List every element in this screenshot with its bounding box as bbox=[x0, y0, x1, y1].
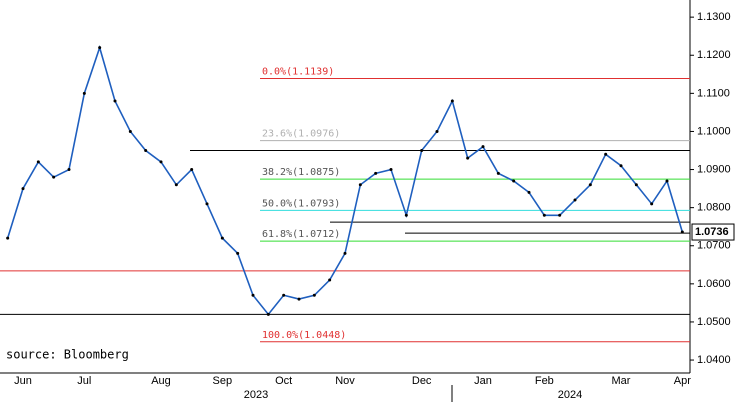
price-point bbox=[98, 46, 102, 50]
x-tick-label: Aug bbox=[151, 375, 171, 387]
y-tick-label: 1.0500 bbox=[697, 316, 731, 328]
price-point bbox=[435, 129, 439, 133]
price-point bbox=[328, 278, 332, 282]
x-tick-label: Jul bbox=[77, 375, 91, 387]
price-point bbox=[358, 183, 362, 187]
price-point bbox=[282, 293, 286, 297]
price-point bbox=[558, 213, 562, 217]
price-point bbox=[205, 202, 209, 206]
fib-label: 61.8%(1.0712) bbox=[262, 229, 340, 240]
y-tick-label: 1.1300 bbox=[697, 11, 731, 23]
price-point bbox=[634, 183, 638, 187]
price-point bbox=[404, 213, 408, 217]
year-label: 2023 bbox=[244, 389, 268, 401]
y-tick-label: 1.0900 bbox=[697, 163, 731, 175]
price-point bbox=[144, 148, 148, 152]
price-point bbox=[190, 168, 194, 172]
current-label: 1.0736 bbox=[695, 226, 729, 238]
price-point bbox=[6, 236, 10, 240]
price-point bbox=[650, 202, 654, 206]
price-point bbox=[588, 183, 592, 187]
x-tick-label: Feb bbox=[535, 375, 554, 387]
y-tick-label: 1.1200 bbox=[697, 49, 731, 61]
price-point bbox=[21, 187, 25, 191]
fib-label: 100.0%(1.0448) bbox=[262, 330, 346, 341]
price-point bbox=[67, 168, 71, 172]
x-tick-label: Apr bbox=[674, 375, 691, 387]
y-tick-label: 1.0700 bbox=[697, 240, 731, 252]
price-point bbox=[266, 312, 270, 316]
price-point bbox=[466, 156, 470, 160]
price-point bbox=[174, 183, 178, 187]
price-point bbox=[527, 190, 531, 194]
price-point bbox=[236, 251, 240, 255]
current-box bbox=[691, 223, 735, 241]
y-tick-label: 1.0800 bbox=[697, 202, 731, 214]
price-point bbox=[36, 160, 40, 164]
y-tick-label: 1.1000 bbox=[697, 125, 731, 137]
y-tick-label: 1.0400 bbox=[697, 354, 731, 366]
price-point bbox=[542, 213, 546, 217]
x-tick-label: Jun bbox=[14, 375, 32, 387]
price-line bbox=[6, 44, 684, 316]
price-point bbox=[159, 160, 163, 164]
y-tick-label: 1.0600 bbox=[697, 278, 731, 290]
fib-label: 38.2%(1.0875) bbox=[262, 167, 340, 178]
price-point bbox=[343, 251, 347, 255]
price-point bbox=[481, 145, 485, 149]
fib-label: 0.0%(1.1139) bbox=[262, 66, 334, 77]
price-point bbox=[512, 179, 516, 183]
price-point bbox=[52, 175, 56, 179]
price-point bbox=[680, 230, 684, 234]
price-point bbox=[251, 293, 255, 297]
price-point bbox=[420, 148, 424, 152]
price-point bbox=[312, 293, 316, 297]
x-tick-label: Dec bbox=[412, 375, 432, 387]
price-point bbox=[604, 152, 608, 156]
x-tick-label: Jan bbox=[474, 375, 492, 387]
price-point bbox=[297, 297, 301, 301]
price-point bbox=[113, 99, 117, 103]
price-point bbox=[619, 164, 623, 168]
x-tick-label: Oct bbox=[275, 375, 292, 387]
price-point bbox=[374, 171, 378, 175]
price-point bbox=[496, 171, 500, 175]
price-point bbox=[665, 179, 669, 183]
price-point bbox=[573, 198, 577, 202]
price-point bbox=[450, 99, 454, 103]
y-tick-label: 1.1100 bbox=[697, 87, 730, 99]
fib-label: 23.6%(1.0976) bbox=[262, 129, 340, 140]
price-point bbox=[82, 91, 86, 95]
price-point bbox=[128, 129, 132, 133]
x-tick-label: Mar bbox=[612, 375, 631, 387]
fib-label: 50.0%(1.0793) bbox=[262, 198, 340, 209]
x-tick-label: Nov bbox=[335, 375, 355, 387]
source: source: Bloomberg bbox=[6, 348, 129, 362]
price-point bbox=[389, 168, 393, 172]
price-point bbox=[220, 236, 224, 240]
x-tick-label: Sep bbox=[213, 375, 233, 387]
year-label: 2024 bbox=[558, 389, 582, 401]
